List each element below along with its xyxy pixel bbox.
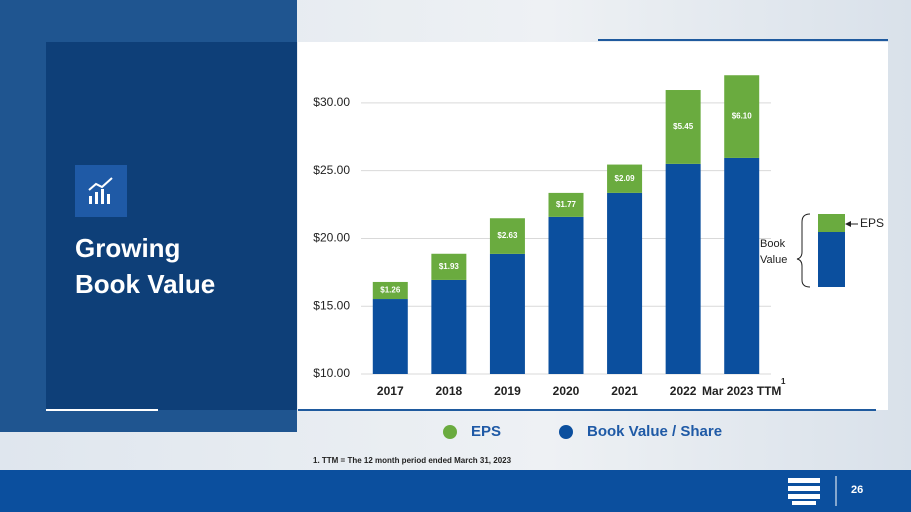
chart-icon [88,177,113,204]
y-tick-label: $10.00 [313,366,350,380]
bar-segment [372,299,408,374]
inset-diagram: EPS [796,213,884,288]
bar-segment [489,218,525,254]
value-label: $2.63 [497,231,518,240]
bar-segment [607,192,643,374]
legend-swatch [443,425,457,439]
logo [788,478,820,505]
bottom-rule [298,409,876,411]
value-label: $1.26 [380,286,401,295]
bar-segment [372,281,408,300]
bar-segment [431,253,467,280]
bar-segment [548,192,584,217]
bar-segment [724,75,760,158]
value-label: $6.10 [732,112,753,121]
x-tick-label: Mar 2023 TTM [702,384,781,398]
top-rule [598,39,888,41]
y-tick-label: $15.00 [313,298,350,312]
footnote: 1. TTM = The 12 month period ended March… [313,456,512,465]
value-label: $1.93 [439,262,460,271]
legend-label: EPS [471,423,501,440]
inset-eps-label: EPS [860,216,884,230]
bar-segment [548,216,584,374]
bar-segment [431,279,467,374]
value-label: $5.45 [673,122,694,131]
value-label: $1.77 [556,200,577,209]
x-tick-label: 2021 [611,384,638,398]
bar-segment [489,253,525,374]
x-tick-label: 2019 [494,384,521,398]
inset-book-label: Book Value [760,238,788,266]
x-tick-label: 2018 [436,384,463,398]
bar-segment [607,164,643,193]
footer-bar [0,470,911,512]
legend-label: Book Value / Share [587,423,722,440]
y-tick-label: $20.00 [313,231,350,245]
bar-segment [724,157,760,374]
bar-segment [665,163,701,374]
title-panel [46,42,297,410]
x-tick-label: 2022 [670,384,697,398]
x-tick-label: 2017 [377,384,404,398]
y-tick-label: $30.00 [313,95,350,109]
x-tick-label: 2020 [553,384,580,398]
page-number: 26 [851,484,864,496]
panel-underline [46,409,158,411]
bar-segment [665,90,701,164]
legend-swatch [559,425,573,439]
y-tick-label: $25.00 [313,163,350,177]
value-label: $2.09 [615,174,636,183]
slide-title: Growing Book Value [75,233,216,299]
footnote-marker: 1 [781,377,786,386]
